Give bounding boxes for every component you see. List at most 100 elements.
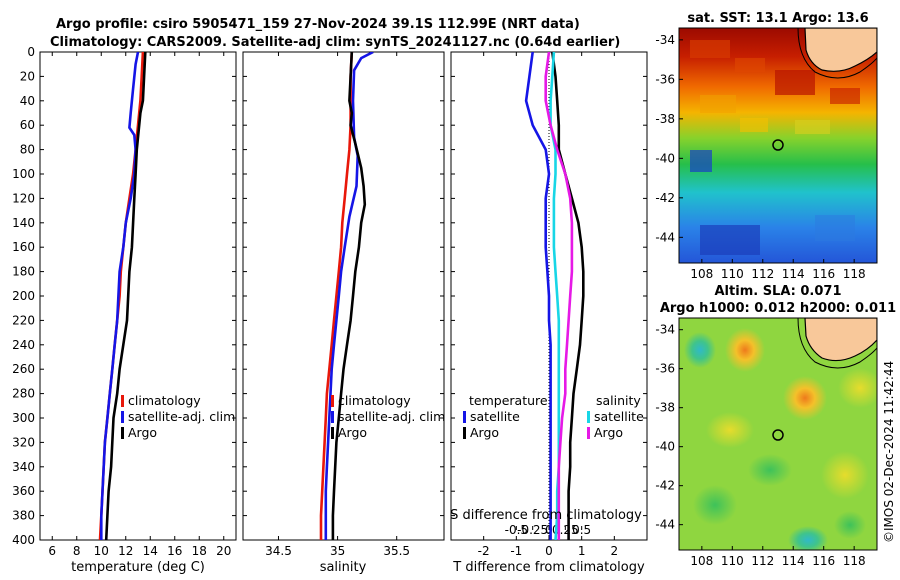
temperature-legend: climatology satellite-adj. clim Argo bbox=[121, 393, 235, 440]
map-x-tick-label: 110 bbox=[721, 554, 744, 568]
sla-map bbox=[679, 318, 877, 550]
map-y-tick-label: -44 bbox=[655, 518, 675, 532]
sla-blob bbox=[693, 485, 737, 525]
map-y-tick-label: -44 bbox=[655, 230, 675, 244]
legend-label-climatology: climatology bbox=[338, 393, 411, 408]
sst-map-axes: 108 110 112 114 116 118 -34 -36 -38 -40 -42 -44 bbox=[655, 33, 865, 281]
map-x-tick-label: 114 bbox=[782, 554, 805, 568]
series-line-satellite-adj-clim bbox=[100, 52, 140, 540]
legend-label-satellite: satellite-adj. clim bbox=[128, 409, 235, 424]
sst-patch bbox=[700, 225, 760, 255]
x-tick-label: 2 bbox=[611, 544, 619, 558]
x-tick-label: -2 bbox=[478, 544, 490, 558]
legend-swatch-climatology bbox=[331, 395, 334, 407]
sst-patch bbox=[830, 88, 860, 104]
difference-x-label: T difference from climatology bbox=[452, 560, 645, 575]
depth-tick-label: 140 bbox=[12, 216, 35, 230]
map-x-tick-label: 108 bbox=[690, 554, 713, 568]
legend-swatch-argo bbox=[331, 427, 334, 439]
difference-s-axis: -0.5-0.2500.250.5 bbox=[505, 523, 592, 537]
sla-map-title-2: Argo h1000: 0.012 h2000: 0.011 bbox=[660, 301, 896, 316]
legend-label-temp-satellite: satellite bbox=[470, 409, 520, 424]
sst-patch bbox=[735, 58, 765, 72]
legend-swatch-temp-argo bbox=[463, 427, 466, 439]
depth-tick-label: 260 bbox=[12, 362, 35, 376]
depth-tick-label: 120 bbox=[12, 191, 35, 205]
s-tick-label: -0.5 bbox=[505, 523, 528, 537]
temperature-x-axis: 6 8 10 12 14 16 18 20 bbox=[48, 52, 231, 558]
sla-blob bbox=[834, 511, 866, 539]
legend-title-temperature: temperature bbox=[469, 393, 548, 408]
x-tick-label: -1 bbox=[510, 544, 522, 558]
x-tick-label: 10 bbox=[94, 544, 109, 558]
map-x-tick-label: 114 bbox=[782, 267, 805, 281]
series-line-climatology bbox=[98, 52, 145, 540]
depth-tick-label: 380 bbox=[12, 509, 35, 523]
map-y-tick-label: -38 bbox=[655, 112, 675, 126]
map-y-tick-label: -34 bbox=[655, 323, 675, 337]
map-x-tick-label: 118 bbox=[843, 554, 866, 568]
depth-tick-label: 360 bbox=[12, 484, 35, 498]
sst-map-title: sat. SST: 13.1 Argo: 13.6 bbox=[687, 11, 868, 26]
depth-tick-label: 40 bbox=[20, 94, 35, 108]
sla-blob bbox=[821, 451, 869, 499]
x-tick-label: 0 bbox=[545, 544, 553, 558]
sst-land bbox=[804, 28, 877, 72]
salinity-panel bbox=[242, 51, 445, 541]
difference-legend-salinity: salinity satellite Argo bbox=[587, 393, 644, 440]
x-tick-label: 16 bbox=[167, 544, 182, 558]
map-x-tick-label: 112 bbox=[751, 267, 774, 281]
x-tick-label: 14 bbox=[143, 544, 158, 558]
sla-isobath bbox=[797, 318, 877, 369]
depth-tick-label: 60 bbox=[20, 118, 35, 132]
legend-label-sal-argo: Argo bbox=[594, 425, 623, 440]
x-tick-label: 6 bbox=[48, 544, 56, 558]
map-y-tick-label: -40 bbox=[655, 151, 675, 165]
legend-label-argo: Argo bbox=[128, 425, 157, 440]
sla-blob bbox=[788, 526, 828, 550]
legend-swatch-temp-satellite bbox=[463, 411, 466, 423]
legend-swatch-sal-argo bbox=[587, 427, 590, 439]
sla-blob bbox=[838, 368, 877, 408]
depth-tick-label: 160 bbox=[12, 240, 35, 254]
sla-map-frame bbox=[678, 317, 878, 551]
sst-map bbox=[679, 28, 877, 263]
sst-patch bbox=[700, 95, 736, 113]
legend-label-argo: Argo bbox=[338, 425, 367, 440]
depth-tick-label: 300 bbox=[12, 411, 35, 425]
map-y-tick-label: -34 bbox=[655, 33, 675, 47]
legend-label-temp-argo: Argo bbox=[470, 425, 499, 440]
x-tick-label: 1 bbox=[578, 544, 586, 558]
sla-blob bbox=[725, 328, 765, 372]
sla-blob bbox=[748, 454, 792, 486]
x-tick-label: 12 bbox=[118, 544, 133, 558]
temperature-series bbox=[98, 52, 147, 540]
sst-patch bbox=[690, 150, 712, 172]
sst-patch bbox=[815, 215, 855, 241]
sla-blob bbox=[684, 332, 716, 368]
depth-tick-label: 220 bbox=[12, 313, 35, 327]
sla-float-marker bbox=[772, 429, 784, 441]
legend-label-sal-satellite: satellite bbox=[594, 409, 644, 424]
sst-patch bbox=[775, 70, 815, 95]
salinity-legend: climatology satellite-adj. clim Argo bbox=[331, 393, 445, 440]
legend-swatch-satellite bbox=[331, 411, 334, 423]
map-x-tick-label: 118 bbox=[843, 267, 866, 281]
legend-title-salinity: salinity bbox=[596, 393, 641, 408]
s-tick-label: 0.5 bbox=[572, 523, 591, 537]
series-line-satellite-adj-clim bbox=[324, 52, 374, 540]
depth-tick-label: 0 bbox=[27, 45, 35, 59]
salinity-series bbox=[319, 52, 374, 540]
series-line-argo bbox=[331, 52, 367, 540]
depth-tick-label: 400 bbox=[12, 533, 35, 547]
difference-legend-temperature: temperature satellite Argo bbox=[463, 393, 548, 440]
series-line-salinity-argo bbox=[544, 52, 574, 540]
sla-map-title-1: Altim. SLA: 0.071 bbox=[715, 284, 842, 299]
depth-tick-label: 280 bbox=[12, 387, 35, 401]
map-y-tick-label: -36 bbox=[655, 362, 675, 376]
depth-tick-label: 200 bbox=[12, 289, 35, 303]
depth-axis: 0 20 40 60 80 100 120 140 160 180 200 220 240 260 280 3… bbox=[12, 45, 647, 547]
x-tick-label: 34.5 bbox=[265, 544, 292, 558]
sst-isobath bbox=[797, 28, 877, 79]
salinity-x-label: salinity bbox=[320, 560, 367, 575]
